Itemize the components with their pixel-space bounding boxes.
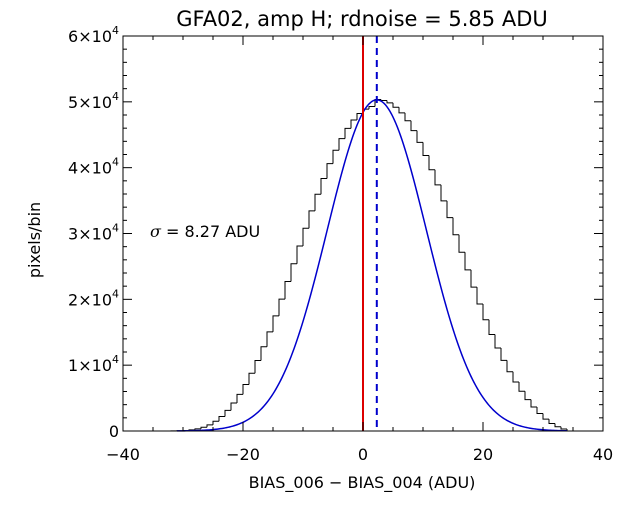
y-tick-label: 0 [109,422,119,441]
histogram-bin [218,415,225,422]
histogram-bin [428,155,435,171]
histogram-bin [326,163,333,179]
histogram-bin [302,227,309,247]
plot-area [170,36,568,432]
histogram-bin [512,371,519,383]
histogram-bin [470,269,477,288]
histogram-bin [230,402,237,411]
histogram-bin [452,217,459,236]
histogram-bin [266,331,273,347]
histogram-bin [356,113,363,120]
gaussian-fit-line [176,99,568,432]
histogram-bin [434,169,441,186]
histogram-bin [446,200,453,219]
histogram-bin [500,348,507,361]
histogram-bin [524,391,531,401]
y-tick-label: 6×104 [68,24,119,46]
histogram-bin [200,426,207,429]
histogram-bin [554,423,561,428]
histogram-bin [284,281,291,300]
histogram-bin [320,177,327,195]
histogram-series [170,98,568,432]
histogram-bin [290,263,297,282]
histogram-bin [254,360,261,374]
y-tick-label: 4×104 [68,156,119,178]
histogram-bin [548,419,555,424]
histogram-bin [194,428,201,430]
histogram-bin [224,409,231,417]
histogram-bin [296,245,303,264]
histogram-bin [440,184,447,202]
histogram-bin [518,382,525,392]
histogram-bin [248,372,255,385]
histogram-bin [422,142,429,157]
x-tick-label: 40 [593,445,613,464]
histogram-bin [482,303,489,321]
histogram-bin [212,420,219,425]
y-tick-label: 3×104 [68,222,119,244]
histogram-bin [530,399,537,408]
y-tick-label: 5×104 [68,90,119,112]
histogram-bin [458,234,465,253]
chart-title: GFA02, amp H; rdnoise = 5.85 ADU [176,7,547,31]
histogram-bin [332,149,339,164]
histogram-bin [560,426,567,430]
x-axis-title: BIAS_006 − BIAS_004 (ADU) [249,473,476,493]
histogram-bin [416,130,423,143]
histogram-bin [536,406,543,414]
histogram-bin [206,424,213,428]
histogram-bin [278,298,285,316]
y-tick-label: 2×104 [68,287,119,309]
y-axis-title: pixels/bin [25,202,44,278]
histogram-bin [410,120,417,132]
histogram-bin [386,100,393,104]
axes: −40 −20 0 20 40 0 1×104 2×104 3×104 4×104 5×104 6×1… [68,24,613,464]
histogram-bin [506,360,513,373]
x-tick-label: 0 [358,445,368,464]
histogram-bin [464,252,471,271]
histogram-bin [542,413,549,420]
x-tick-label: −20 [226,445,260,464]
histogram-bin [488,319,495,335]
histogram-bin [314,193,321,211]
y-tick-label: 1×104 [68,353,119,375]
histogram-bin [398,107,405,114]
histogram-bin [242,383,249,395]
histogram-bin [368,105,375,110]
histogram-bin [338,138,345,151]
histogram-bin [494,334,501,349]
histogram-bin [476,287,483,305]
histogram-bin [260,346,267,361]
sigma-annotation: σ = 8.27 ADU [150,222,260,241]
histogram-bin [236,393,243,403]
histogram-bin [344,127,351,139]
x-tick-label: 20 [473,445,493,464]
histogram-bin [308,210,315,229]
histogram-bin [380,99,387,101]
histogram-bin [392,102,399,108]
histogram-bin [350,119,357,129]
histogram-bin [404,112,411,122]
histogram-bin [272,315,279,332]
x-tick-label: −40 [106,445,140,464]
